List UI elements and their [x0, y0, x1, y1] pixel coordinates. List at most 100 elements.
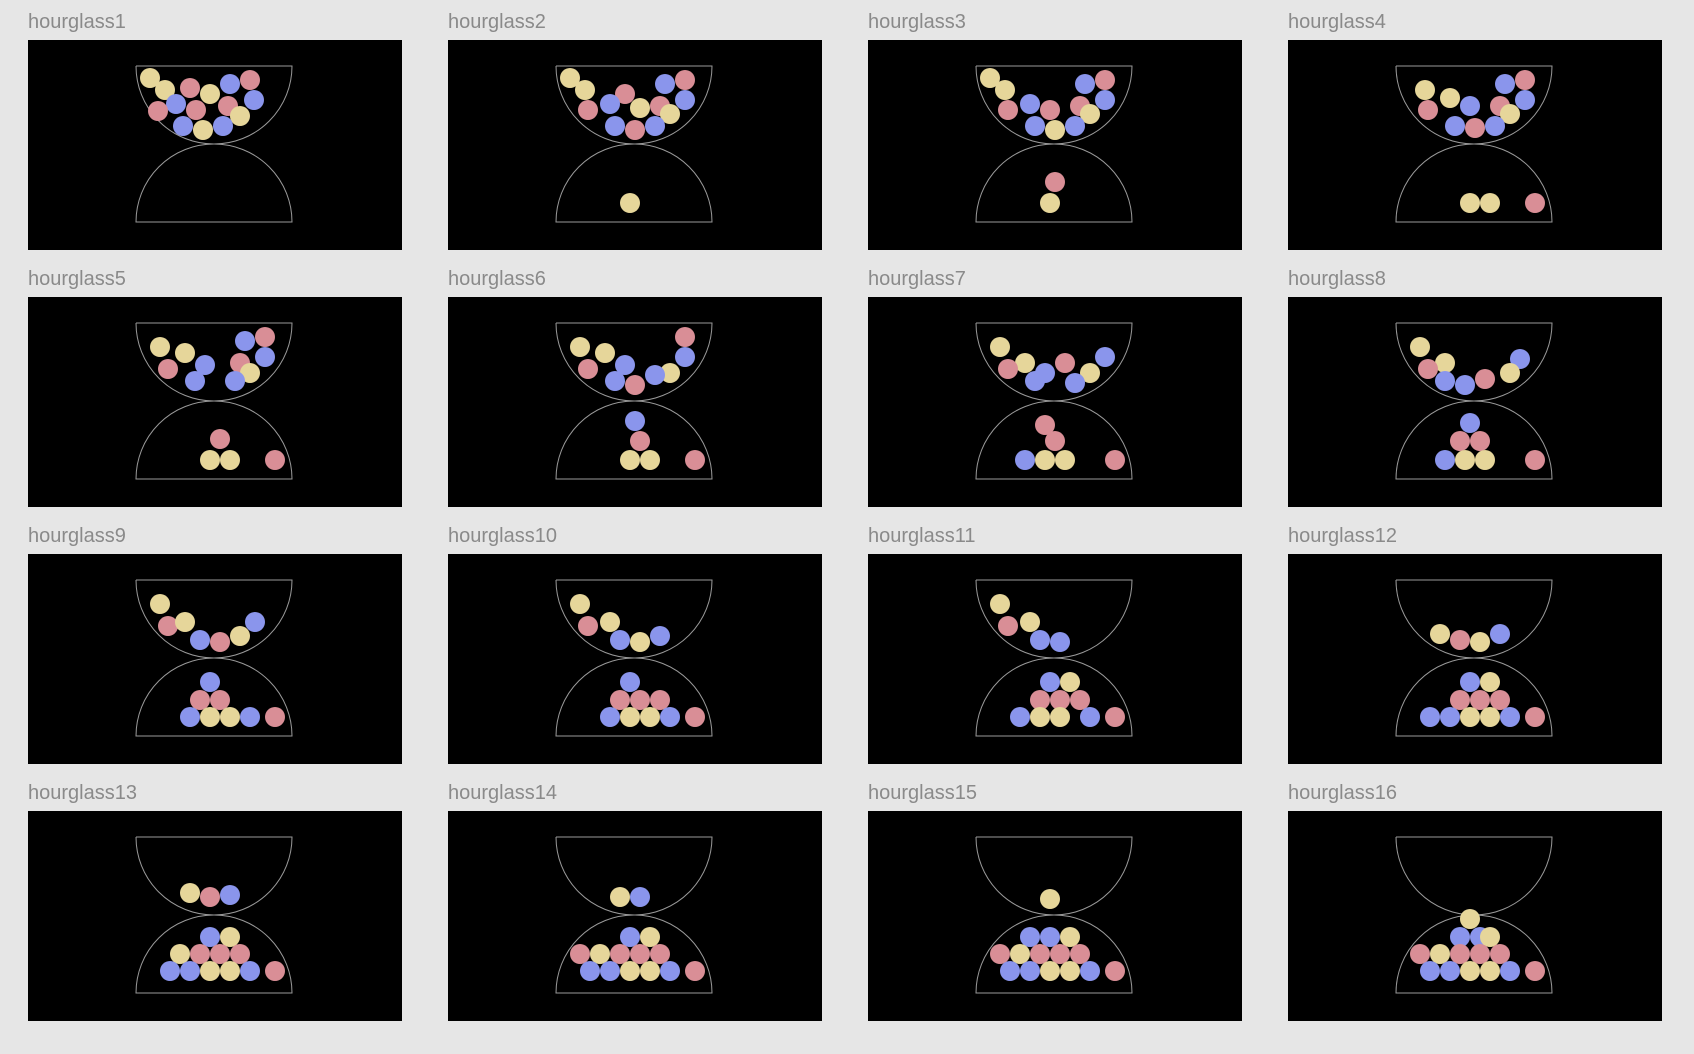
- ball: [1045, 431, 1065, 451]
- ball: [1480, 193, 1500, 213]
- frame-label[interactable]: hourglass5: [28, 267, 126, 291]
- frame-cell: hourglass9: [28, 514, 402, 750]
- hourglass-drawing: [868, 40, 1242, 250]
- frame-preview[interactable]: [1288, 297, 1662, 507]
- ball: [1470, 690, 1490, 710]
- frame-label[interactable]: hourglass16: [1288, 781, 1397, 805]
- frame-label[interactable]: hourglass15: [868, 781, 977, 805]
- ball: [570, 594, 590, 614]
- ball: [1070, 944, 1090, 964]
- ball: [630, 632, 650, 652]
- frame-preview[interactable]: [868, 297, 1242, 507]
- frame-label[interactable]: hourglass13: [28, 781, 137, 805]
- ball: [173, 116, 193, 136]
- ball: [590, 944, 610, 964]
- ball: [990, 594, 1010, 614]
- ball: [265, 707, 285, 727]
- ball: [1450, 944, 1470, 964]
- ball: [1015, 353, 1035, 373]
- ball: [685, 961, 705, 981]
- ball: [1435, 371, 1455, 391]
- ball: [1418, 100, 1438, 120]
- frame-preview[interactable]: [28, 297, 402, 507]
- ball: [1470, 431, 1490, 451]
- frame-label[interactable]: hourglass3: [868, 10, 966, 34]
- frame-preview[interactable]: [28, 554, 402, 764]
- ball: [570, 337, 590, 357]
- ball: [1525, 961, 1545, 981]
- ball: [575, 80, 595, 100]
- frame-label[interactable]: hourglass1: [28, 10, 126, 34]
- ball: [1450, 431, 1470, 451]
- frame-label[interactable]: hourglass11: [868, 524, 975, 548]
- ball: [1525, 450, 1545, 470]
- frame-label[interactable]: hourglass4: [1288, 10, 1386, 34]
- ball: [1055, 353, 1075, 373]
- frame-preview[interactable]: [1288, 40, 1662, 250]
- ball: [213, 116, 233, 136]
- ball: [1070, 690, 1090, 710]
- ball: [1020, 927, 1040, 947]
- ball: [200, 887, 220, 907]
- hourglass-drawing: [1288, 40, 1662, 250]
- ball: [1475, 450, 1495, 470]
- frame-preview[interactable]: [868, 811, 1242, 1021]
- frame-label[interactable]: hourglass14: [448, 781, 557, 805]
- frame-preview[interactable]: [448, 297, 822, 507]
- frame-cell: hourglass15: [868, 771, 1242, 1007]
- ball: [1480, 927, 1500, 947]
- frame-label[interactable]: hourglass9: [28, 524, 126, 548]
- ball: [180, 78, 200, 98]
- frame-label[interactable]: hourglass7: [868, 267, 966, 291]
- frame-cell: hourglass14: [448, 771, 822, 1007]
- ball: [1418, 359, 1438, 379]
- ball: [1055, 450, 1075, 470]
- frame-label[interactable]: hourglass6: [448, 267, 546, 291]
- frame-preview[interactable]: [868, 40, 1242, 250]
- ball: [610, 887, 630, 907]
- ball: [220, 927, 240, 947]
- ball: [186, 100, 206, 120]
- ball: [1460, 961, 1480, 981]
- frame-preview[interactable]: [28, 811, 402, 1021]
- ball: [605, 116, 625, 136]
- frame-preview[interactable]: [448, 40, 822, 250]
- ball: [1410, 944, 1430, 964]
- ball: [200, 84, 220, 104]
- frame-preview[interactable]: [868, 554, 1242, 764]
- ball: [630, 944, 650, 964]
- ball: [640, 707, 660, 727]
- ball: [190, 690, 210, 710]
- ball: [1480, 707, 1500, 727]
- ball: [265, 450, 285, 470]
- ball: [1470, 944, 1490, 964]
- ball: [1430, 944, 1450, 964]
- frame-preview[interactable]: [1288, 554, 1662, 764]
- ball: [1460, 707, 1480, 727]
- frame-label[interactable]: hourglass8: [1288, 267, 1386, 291]
- frame-preview[interactable]: [1288, 811, 1662, 1021]
- frame-label[interactable]: hourglass12: [1288, 524, 1397, 548]
- ball: [1035, 363, 1055, 383]
- ball: [600, 612, 620, 632]
- ball: [1420, 961, 1440, 981]
- ball: [150, 594, 170, 614]
- frame-preview[interactable]: [448, 554, 822, 764]
- ball: [240, 70, 260, 90]
- frame-label[interactable]: hourglass2: [448, 10, 546, 34]
- frame-cell: hourglass13: [28, 771, 402, 1007]
- frame-preview[interactable]: [448, 811, 822, 1021]
- ball: [650, 944, 670, 964]
- hourglass-drawing: [868, 811, 1242, 1021]
- ball: [620, 927, 640, 947]
- hourglass-drawing: [448, 297, 822, 507]
- frame-label[interactable]: hourglass10: [448, 524, 557, 548]
- ball: [630, 431, 650, 451]
- ball: [1040, 961, 1060, 981]
- ball: [578, 100, 598, 120]
- ball: [1490, 944, 1510, 964]
- ball: [1515, 70, 1535, 90]
- ball: [640, 450, 660, 470]
- frame-preview[interactable]: [28, 40, 402, 250]
